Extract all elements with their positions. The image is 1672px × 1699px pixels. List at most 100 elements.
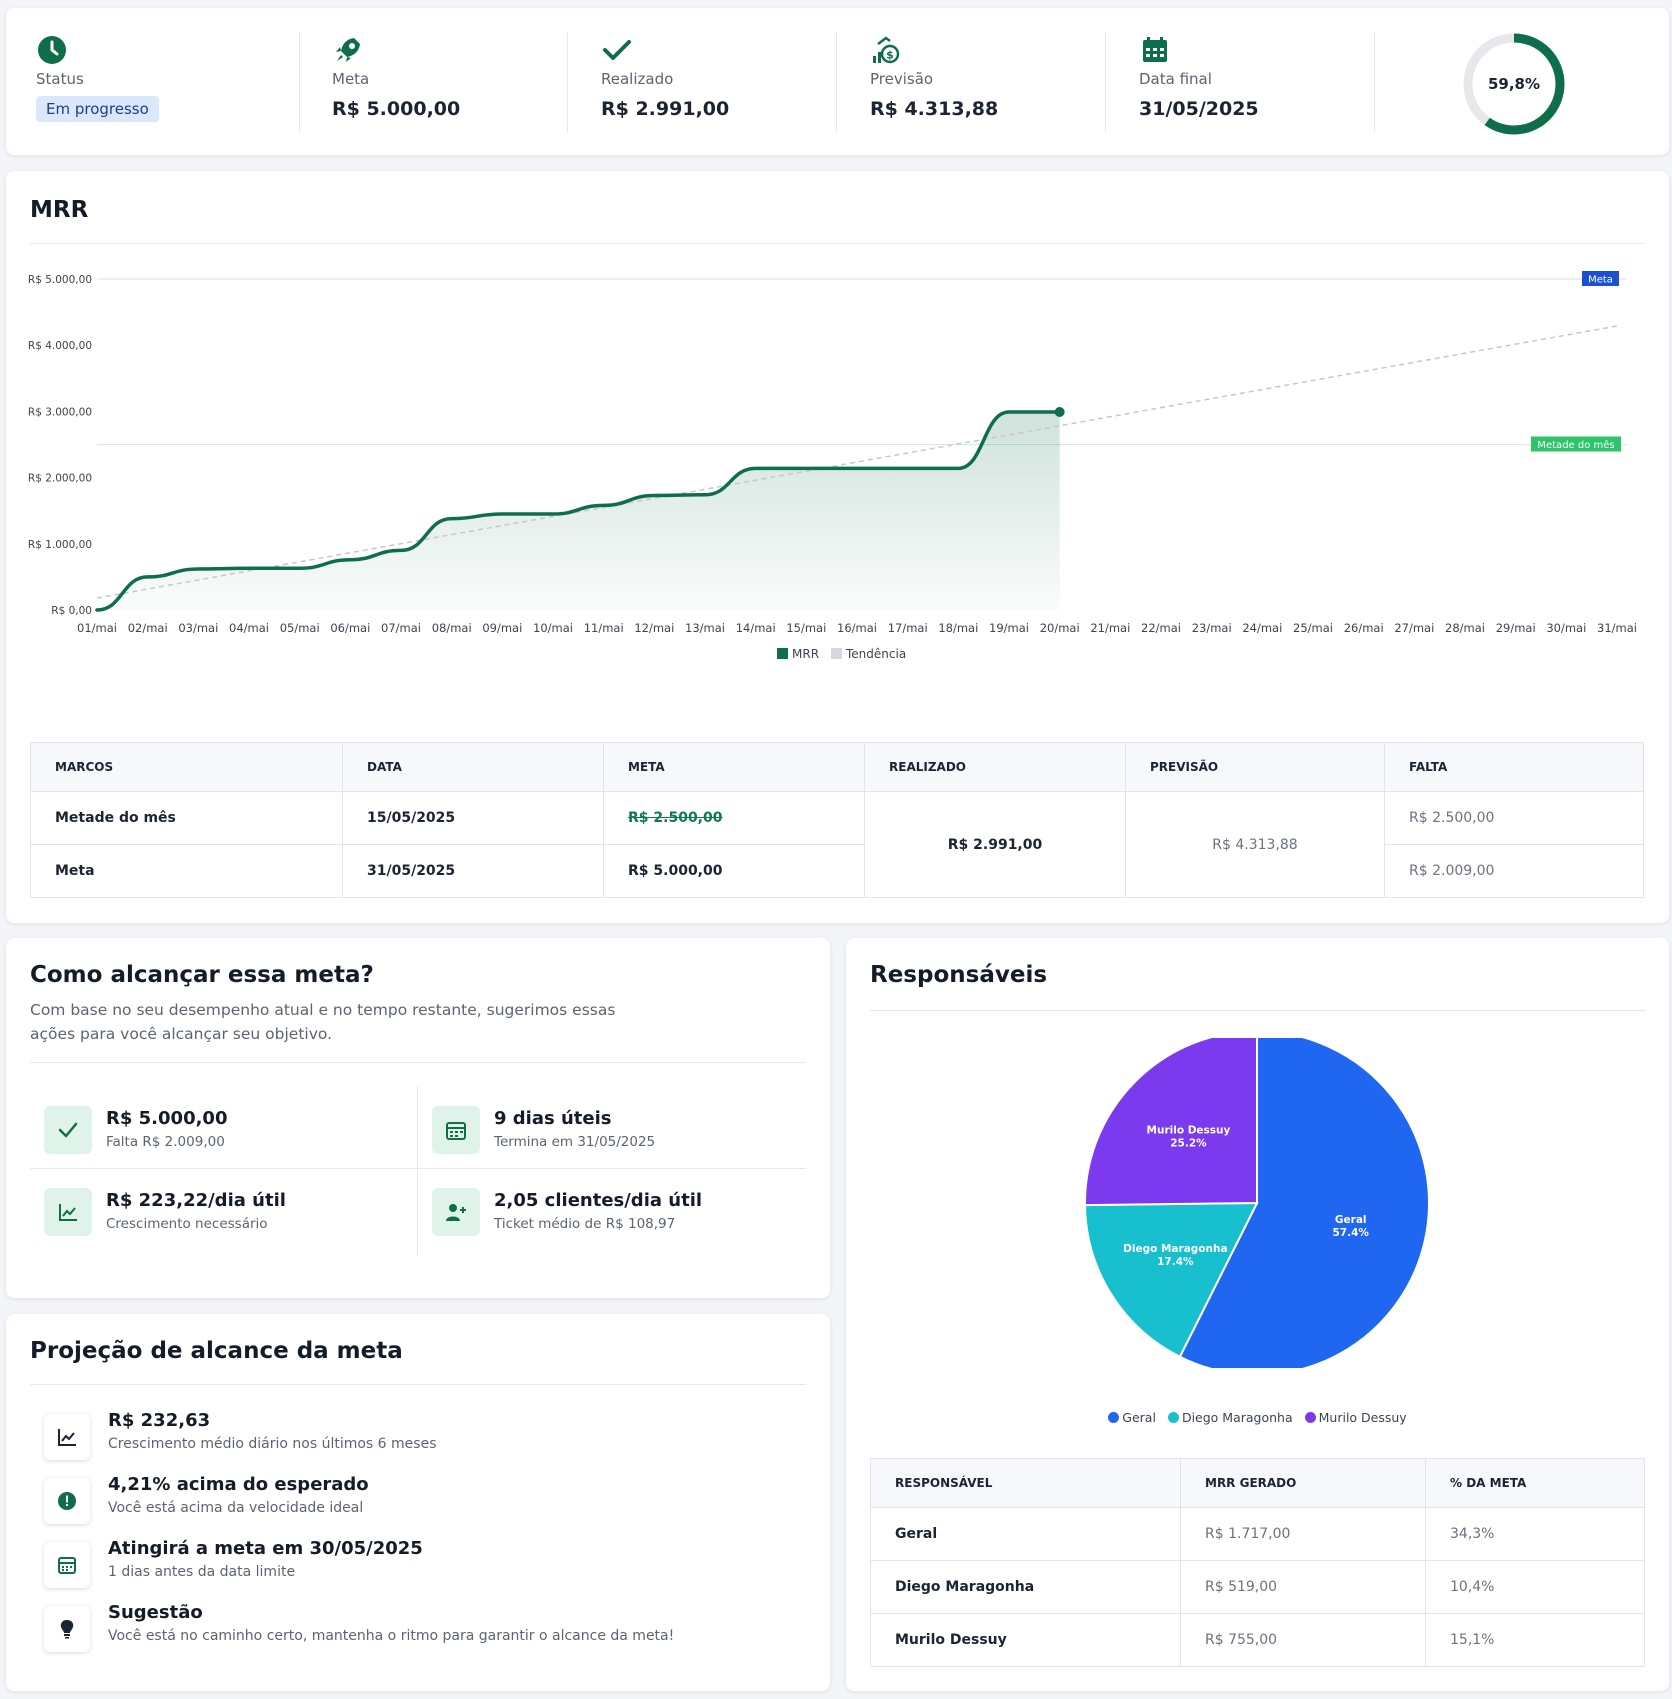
x-tick-label: 09/mai <box>482 621 522 635</box>
mrr-title: MRR <box>30 197 89 223</box>
mrr-last-point[interactable] <box>1054 406 1065 417</box>
projecao-item: Atingirá a meta em 30/05/2025 1 dias ant… <box>44 1538 804 1598</box>
realizado-value: R$ 2.991,00 <box>601 98 730 120</box>
stats-bar: Status Em progresso Meta R$ 5.000,00 Rea… <box>6 8 1669 155</box>
status-badge: Em progresso <box>36 96 159 122</box>
y-tick-label: R$ 3.000,00 <box>28 406 92 418</box>
money-growth-icon: $ <box>873 36 900 64</box>
clock-icon <box>38 36 66 64</box>
legend-swatch-mrr <box>777 648 788 659</box>
check-icon <box>603 40 631 60</box>
col-header: REALIZADO <box>864 742 1126 792</box>
como-subtitle: Com base no seu desempenho atual e no te… <box>30 1001 616 1043</box>
x-tick-label: 27/mai <box>1394 621 1434 635</box>
legend-item[interactable]: Diego Maragonha <box>1167 1410 1293 1425</box>
pie-legend: Geral Diego Maragonha Murilo Dessuy <box>846 1410 1669 1425</box>
pie-slice-percent: 17.4% <box>1157 1256 1194 1268</box>
col-header: MARCOS <box>30 742 343 792</box>
stat-label: Previsão <box>870 70 934 88</box>
marco-falta: R$ 2.500,00 <box>1384 791 1644 845</box>
x-tick-label: 08/mai <box>432 621 472 635</box>
col-header: META <box>603 742 865 792</box>
meta-value: R$ 5.000,00 <box>332 98 461 120</box>
previsao-value: R$ 4.313,88 <box>870 98 999 120</box>
projecao-item-title: R$ 232,63 <box>108 1410 211 1431</box>
y-tick-label: R$ 4.000,00 <box>28 340 92 352</box>
y-tick-label: R$ 5.000,00 <box>28 274 92 286</box>
legend-label: Murilo Dessuy <box>1318 1410 1407 1425</box>
legend-swatch <box>1304 1412 1316 1423</box>
stat-data-final: Data final 31/05/2025 <box>1115 8 1375 155</box>
action-sub: Falta R$ 2.009,00 <box>106 1134 225 1150</box>
marco-meta: R$ 5.000,00 <box>603 844 865 898</box>
x-tick-label: 16/mai <box>837 621 877 635</box>
action-sub: Crescimento necessário <box>106 1216 268 1232</box>
legend-label-trend[interactable]: Tendência <box>845 647 906 661</box>
projecao-item: 4,21% acima do esperado Você está acima … <box>44 1474 804 1534</box>
x-tick-label: 30/mai <box>1546 621 1586 635</box>
calendar-icon <box>1143 37 1167 62</box>
table-row: Meta 31/05/2025 R$ 5.000,00 R$ 2.009,00 <box>30 844 1644 898</box>
projecao-item-sub: 1 dias antes da data limite <box>108 1564 296 1580</box>
pie-slice-percent: 57.4% <box>1333 1227 1370 1239</box>
marco-date: 15/05/2025 <box>342 791 604 845</box>
x-tick-label: 10/mai <box>533 621 573 635</box>
legend-item[interactable]: Geral <box>1108 1410 1156 1425</box>
table-row: Murilo Dessuy R$ 755,00 15,1% <box>870 1613 1645 1667</box>
x-tick-label: 11/mai <box>584 621 624 635</box>
divider <box>417 1086 418 1256</box>
divider <box>30 1062 806 1063</box>
rocket-icon <box>336 38 360 62</box>
legend-label: Diego Maragonha <box>1181 1410 1293 1425</box>
pie-slice[interactable] <box>1178 1038 1430 1368</box>
mrr-series-line <box>95 410 1062 612</box>
chart-growth-icon <box>44 1188 92 1236</box>
chart-growth-icon <box>44 1414 90 1460</box>
resp-mrr: R$ 1.717,00 <box>1180 1507 1426 1561</box>
table-row: Metade do mês 15/05/2025 R$ 2.500,00 R$ … <box>30 791 1644 898</box>
projecao-item: Sugestão Você está no caminho certo, man… <box>44 1602 804 1662</box>
divider <box>30 1384 806 1385</box>
resp-mrr: R$ 519,00 <box>1180 1560 1426 1614</box>
col-header: FALTA <box>1384 742 1644 792</box>
pie-slice-label: Diego Maragonha <box>1123 1243 1227 1255</box>
pie-slice[interactable] <box>1084 1201 1259 1359</box>
action-item: 2,05 clientes/dia útil Ticket médio de R… <box>418 1170 798 1250</box>
legend-swatch-trend <box>831 648 842 659</box>
x-tick-label: 12/mai <box>634 621 674 635</box>
projecao-item-title: 4,21% acima do esperado <box>108 1474 369 1495</box>
table-row: Diego Maragonha R$ 519,00 10,4% <box>870 1560 1645 1614</box>
progress-percent: 59,8% <box>1487 75 1541 93</box>
x-tick-label: 22/mai <box>1141 621 1181 635</box>
mrr-chart: R$ 0,00 R$ 1.000,00 R$ 2.000,00 R$ 3.000,00… <box>28 271 1637 661</box>
stat-label: Meta <box>332 70 370 88</box>
alert-circle-icon <box>44 1478 90 1524</box>
legend-item[interactable]: Murilo Dessuy <box>1304 1410 1407 1425</box>
table-header-row: MARCOS DATA META REALIZADO PREVISÃO FALT… <box>30 742 1644 792</box>
table-header-row: RESPONSÁVEL MRR GERADO % DA META <box>870 1458 1645 1508</box>
x-tick-label: 18/mai <box>938 621 978 635</box>
data-final-value: 31/05/2025 <box>1139 98 1259 120</box>
svg-text:$: $ <box>886 49 894 62</box>
x-tick-label: 04/mai <box>229 621 269 635</box>
stat-realizado: Realizado R$ 2.991,00 <box>577 8 837 155</box>
pie-slice[interactable] <box>1084 1038 1258 1207</box>
meta-line-tag: Meta <box>1582 271 1619 286</box>
resp-pct: 34,3% <box>1425 1507 1645 1561</box>
projecao-item-title: Sugestão <box>108 1602 203 1623</box>
divider <box>836 32 837 132</box>
divider <box>299 32 300 132</box>
x-tick-label: 28/mai <box>1445 621 1485 635</box>
action-title: R$ 223,22/dia útil <box>106 1190 286 1211</box>
stat-previsao: $ Previsão R$ 4.313,88 <box>846 8 1106 155</box>
svg-text:Meta: Meta <box>1588 275 1613 286</box>
progress-ring <box>1463 33 1565 135</box>
action-sub: Ticket médio de R$ 108,97 <box>494 1216 676 1232</box>
projecao-item-sub: Você está no caminho certo, mantenha o r… <box>108 1628 675 1644</box>
x-tick-label: 25/mai <box>1293 621 1333 635</box>
projecao-item: R$ 232,63 Crescimento médio diário nos ú… <box>44 1410 804 1470</box>
x-tick-label: 13/mai <box>685 621 725 635</box>
x-tick-label: 26/mai <box>1344 621 1384 635</box>
table-row: Geral R$ 1.717,00 34,3% <box>870 1507 1645 1561</box>
legend-label-mrr[interactable]: MRR <box>792 647 819 661</box>
